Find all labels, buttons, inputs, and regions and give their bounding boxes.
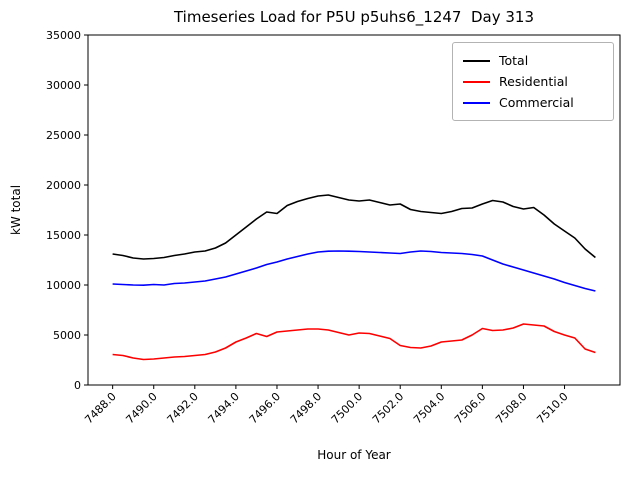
x-tick-label: 7496.0: [247, 390, 283, 426]
legend-label-commercial: Commercial: [499, 95, 574, 110]
x-tick-label: 7506.0: [452, 390, 488, 426]
x-tick-label: 7508.0: [493, 390, 529, 426]
series-lines: [112, 194, 596, 361]
y-tick-label: 10000: [46, 279, 81, 292]
legend-label-total: Total: [499, 53, 529, 68]
x-tick-label: 7490.0: [123, 390, 159, 426]
total-line-swatch: [463, 59, 490, 62]
x-tick-label: 7502.0: [370, 390, 406, 426]
y-tick-label: 5000: [53, 329, 81, 342]
x-tick-label: 7504.0: [411, 390, 447, 426]
legend: Total Residential Commercial: [452, 42, 614, 121]
legend-entry-residential: Residential: [463, 71, 603, 92]
legend-entry-total: Total: [463, 50, 603, 71]
commercial-line-swatch: [463, 101, 490, 104]
y-tick-label: 25000: [46, 129, 81, 142]
y-tick-label: 15000: [46, 229, 81, 242]
series-line-total: [112, 194, 596, 260]
chart-title: Timeseries Load for P5U p5uhs6_1247 Day …: [173, 8, 535, 26]
legend-entry-commercial: Commercial: [463, 92, 603, 113]
legend-label-residential: Residential: [499, 74, 568, 89]
x-axis-label: Hour of Year: [317, 448, 391, 462]
x-tick-label: 7498.0: [288, 390, 324, 426]
y-axis-label: kW total: [9, 184, 23, 236]
x-tick-label: 7500.0: [329, 390, 365, 426]
x-tick-label: 7510.0: [534, 390, 570, 426]
x-tick-label: 7488.0: [82, 390, 118, 426]
series-line-residential: [112, 323, 596, 361]
y-tick-label: 35000: [46, 29, 81, 42]
series-line-commercial: [112, 250, 596, 292]
x-tick-label: 7494.0: [206, 390, 242, 426]
x-tick-label: 7492.0: [165, 390, 201, 426]
y-tick-label: 20000: [46, 179, 81, 192]
y-tick-label: 0: [74, 379, 81, 392]
plot-border: [87, 34, 621, 386]
y-tick-label: 30000: [46, 79, 81, 92]
residential-line-swatch: [463, 80, 490, 83]
